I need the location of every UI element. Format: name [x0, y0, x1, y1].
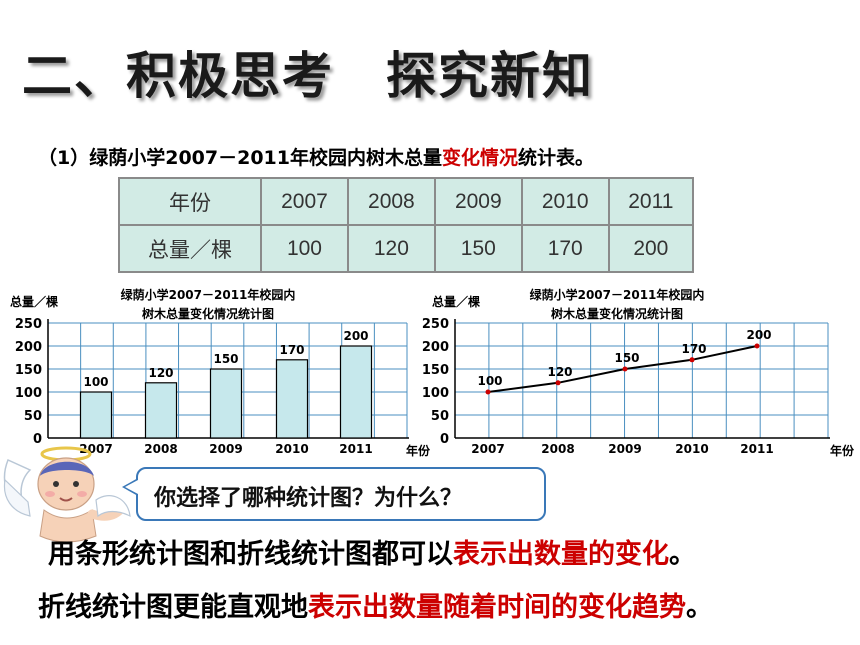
bar [275, 359, 309, 439]
speech-bubble: 你选择了哪种统计图？为什么？ [136, 467, 546, 521]
table-cell-value: 200 [607, 224, 695, 273]
x-axis-label: 年份 [406, 443, 431, 458]
data-point [485, 389, 491, 395]
chart-title-line1: 绿荫小学2007－2011年校园内 [530, 287, 705, 302]
x-tick-label: 2009 [608, 442, 641, 456]
y-tick-label: 50 [24, 409, 42, 424]
bar [144, 382, 178, 439]
caption-suffix: 统计表。 [518, 147, 595, 169]
bar-value-label: 170 [279, 343, 304, 357]
y-tick-label: 250 [15, 317, 42, 332]
table-cell-value: 150 [433, 224, 523, 273]
x-axis-label: 年份 [830, 443, 855, 458]
bar [79, 391, 113, 439]
y-tick-label: 100 [15, 386, 42, 401]
point-value-label: 100 [477, 374, 502, 388]
speech-bubble-text: 你选择了哪种统计图？为什么？ [154, 486, 463, 511]
x-tick-label: 2011 [740, 442, 773, 456]
x-tick-label: 2010 [275, 442, 308, 456]
point-value-label: 150 [614, 351, 639, 365]
bar-value-label: 120 [148, 366, 173, 380]
caption-highlight: 变化情况 [441, 147, 518, 169]
table-caption: （1）绿荫小学2007－2011年校园内树木总量变化情况统计表。 [38, 143, 594, 170]
y-tick-label: 0 [440, 432, 449, 447]
table-header-total: 总量／棵 [118, 224, 262, 273]
point-value-label: 200 [746, 328, 771, 342]
data-point [555, 380, 561, 386]
table-cell-year: 2009 [433, 177, 523, 226]
y-tick-label: 200 [422, 340, 449, 355]
bar-value-label: 150 [213, 352, 238, 366]
bubble-tail-inner [125, 480, 138, 494]
table-row-years: 年份 2007 2008 2009 2010 2011 [118, 177, 695, 226]
data-point [622, 366, 628, 372]
cherub-illustration [3, 446, 131, 543]
chart-title-line2: 树木总量变化情况统计图 [142, 306, 274, 321]
table-cell-value: 120 [346, 224, 436, 273]
table-cell-year: 2008 [346, 177, 436, 226]
y-tick-label: 150 [15, 363, 42, 378]
page-title: 二、积极思考 探究新知 [22, 47, 594, 105]
x-tick-label: 2008 [144, 442, 177, 456]
table-cell-year: 2007 [260, 177, 349, 226]
point-value-label: 170 [681, 342, 706, 356]
line1-prefix: 用条形统计图和折线统计图都可以 [48, 539, 453, 570]
conclusion-line-2: 折线统计图更能直观地表示出数量随着时间的变化趋势。 [38, 585, 713, 624]
x-tick-label: 2009 [209, 442, 242, 456]
x-tick-label: 2008 [541, 442, 574, 456]
table-cell-year: 2010 [520, 177, 610, 226]
y-tick-label: 50 [431, 409, 449, 424]
x-tick-label: 2010 [675, 442, 708, 456]
chart-title-line2: 树木总量变化情况统计图 [551, 306, 683, 321]
y-tick-label: 200 [15, 340, 42, 355]
line1-suffix: 。 [669, 539, 696, 570]
bar-value-label: 200 [343, 329, 368, 343]
data-point [754, 343, 760, 349]
line2-prefix: 折线统计图更能直观地 [38, 592, 308, 623]
table-cell-year: 2011 [607, 177, 695, 226]
y-axis-label: 总量／棵 [10, 294, 58, 309]
caption-prefix: （1）绿荫小学2007－2011年校园内树木总量 [38, 147, 442, 169]
table-cell-value: 170 [520, 224, 610, 273]
x-tick-label: 2011 [339, 442, 372, 456]
y-tick-label: 100 [422, 386, 449, 401]
bar-value-label: 100 [83, 375, 108, 389]
table-header-year: 年份 [118, 177, 262, 226]
y-tick-label: 150 [422, 363, 449, 378]
y-axis-label: 总量／棵 [432, 294, 480, 309]
data-point [689, 357, 695, 363]
bar [339, 345, 373, 439]
conclusion-line-1: 用条形统计图和折线统计图都可以表示出数量的变化。 [48, 532, 696, 571]
y-tick-label: 250 [422, 317, 449, 332]
data-table: 年份 2007 2008 2009 2010 2011 总量／棵 100 120… [118, 177, 695, 273]
charts-layer: 绿荫小学2007－2011年校园内树木总量变化情况统计图总量／棵05010015… [10, 287, 855, 458]
y-tick-label: 0 [33, 432, 42, 447]
table-row-values: 总量／棵 100 120 150 170 200 [118, 224, 695, 273]
line2-highlight: 表示出数量随着时间的变化趋势 [308, 592, 686, 623]
bar [209, 368, 243, 439]
table-cell-value: 100 [260, 224, 349, 273]
x-tick-label: 2007 [471, 442, 504, 456]
chart-title-line1: 绿荫小学2007－2011年校园内 [121, 287, 296, 302]
line1-highlight: 表示出数量的变化 [453, 539, 669, 570]
line2-suffix: 。 [686, 592, 713, 623]
point-value-label: 120 [547, 365, 572, 379]
